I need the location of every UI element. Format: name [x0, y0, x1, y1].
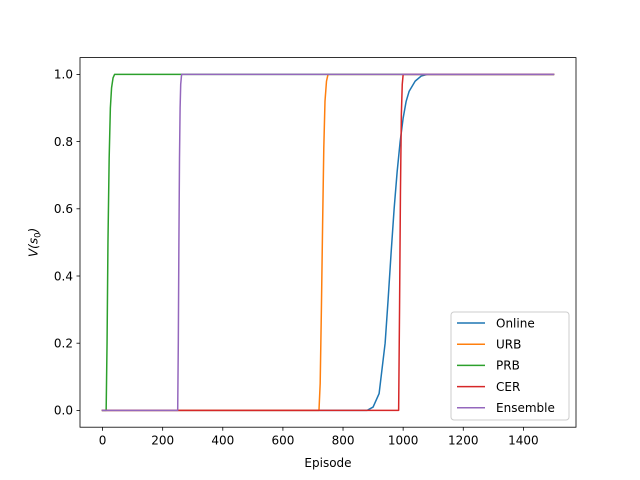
axes-frame	[79, 57, 577, 428]
y-axis-ticks: 0.0 0.2 0.4 0.6 0.8 1.0	[54, 68, 80, 418]
plot-series-group	[101, 73, 555, 412]
series-line-online	[101, 73, 555, 412]
legend-label-prb: PRB	[496, 359, 520, 373]
legend: Online URB PRB CER Ensemble	[450, 311, 570, 421]
y-axis-label-suffix: )	[27, 228, 41, 234]
y-axis-label-prefix: V(s	[27, 238, 41, 257]
y-tick-label: 0.2	[54, 337, 73, 351]
x-tick-label: 600	[271, 434, 294, 448]
legend-label-urb: URB	[496, 338, 521, 352]
y-tick-label: 0.8	[54, 135, 73, 149]
x-tick-label: 400	[211, 434, 234, 448]
y-tick-label: 0.6	[54, 202, 73, 216]
x-tick-label: 800	[332, 434, 355, 448]
y-tick-label: 0.0	[54, 404, 73, 418]
x-axis-label: Episode	[304, 456, 351, 470]
y-tick-label: 0.4	[54, 269, 73, 283]
x-tick-label: 200	[151, 434, 174, 448]
series-line-prb	[101, 73, 555, 412]
x-tick-label: 1400	[508, 434, 539, 448]
legend-label-online: Online	[496, 316, 535, 330]
x-axis-ticks: 0 200 400 600 800 1000 1200 1400	[99, 427, 539, 448]
y-axis-label-subscript: 0	[34, 232, 44, 237]
x-tick-label: 0	[99, 434, 107, 448]
y-tick-label: 1.0	[54, 68, 73, 82]
series-line-urb	[101, 73, 555, 412]
legend-label-cer: CER	[496, 380, 520, 394]
x-tick-label: 1000	[388, 434, 419, 448]
series-line-cer	[101, 73, 555, 412]
y-axis-label: V(s0)	[27, 228, 44, 257]
x-tick-label: 1200	[448, 434, 479, 448]
legend-label-ensemble: Ensemble	[496, 401, 555, 415]
legend-box	[450, 311, 570, 421]
series-line-ensemble	[101, 73, 555, 412]
